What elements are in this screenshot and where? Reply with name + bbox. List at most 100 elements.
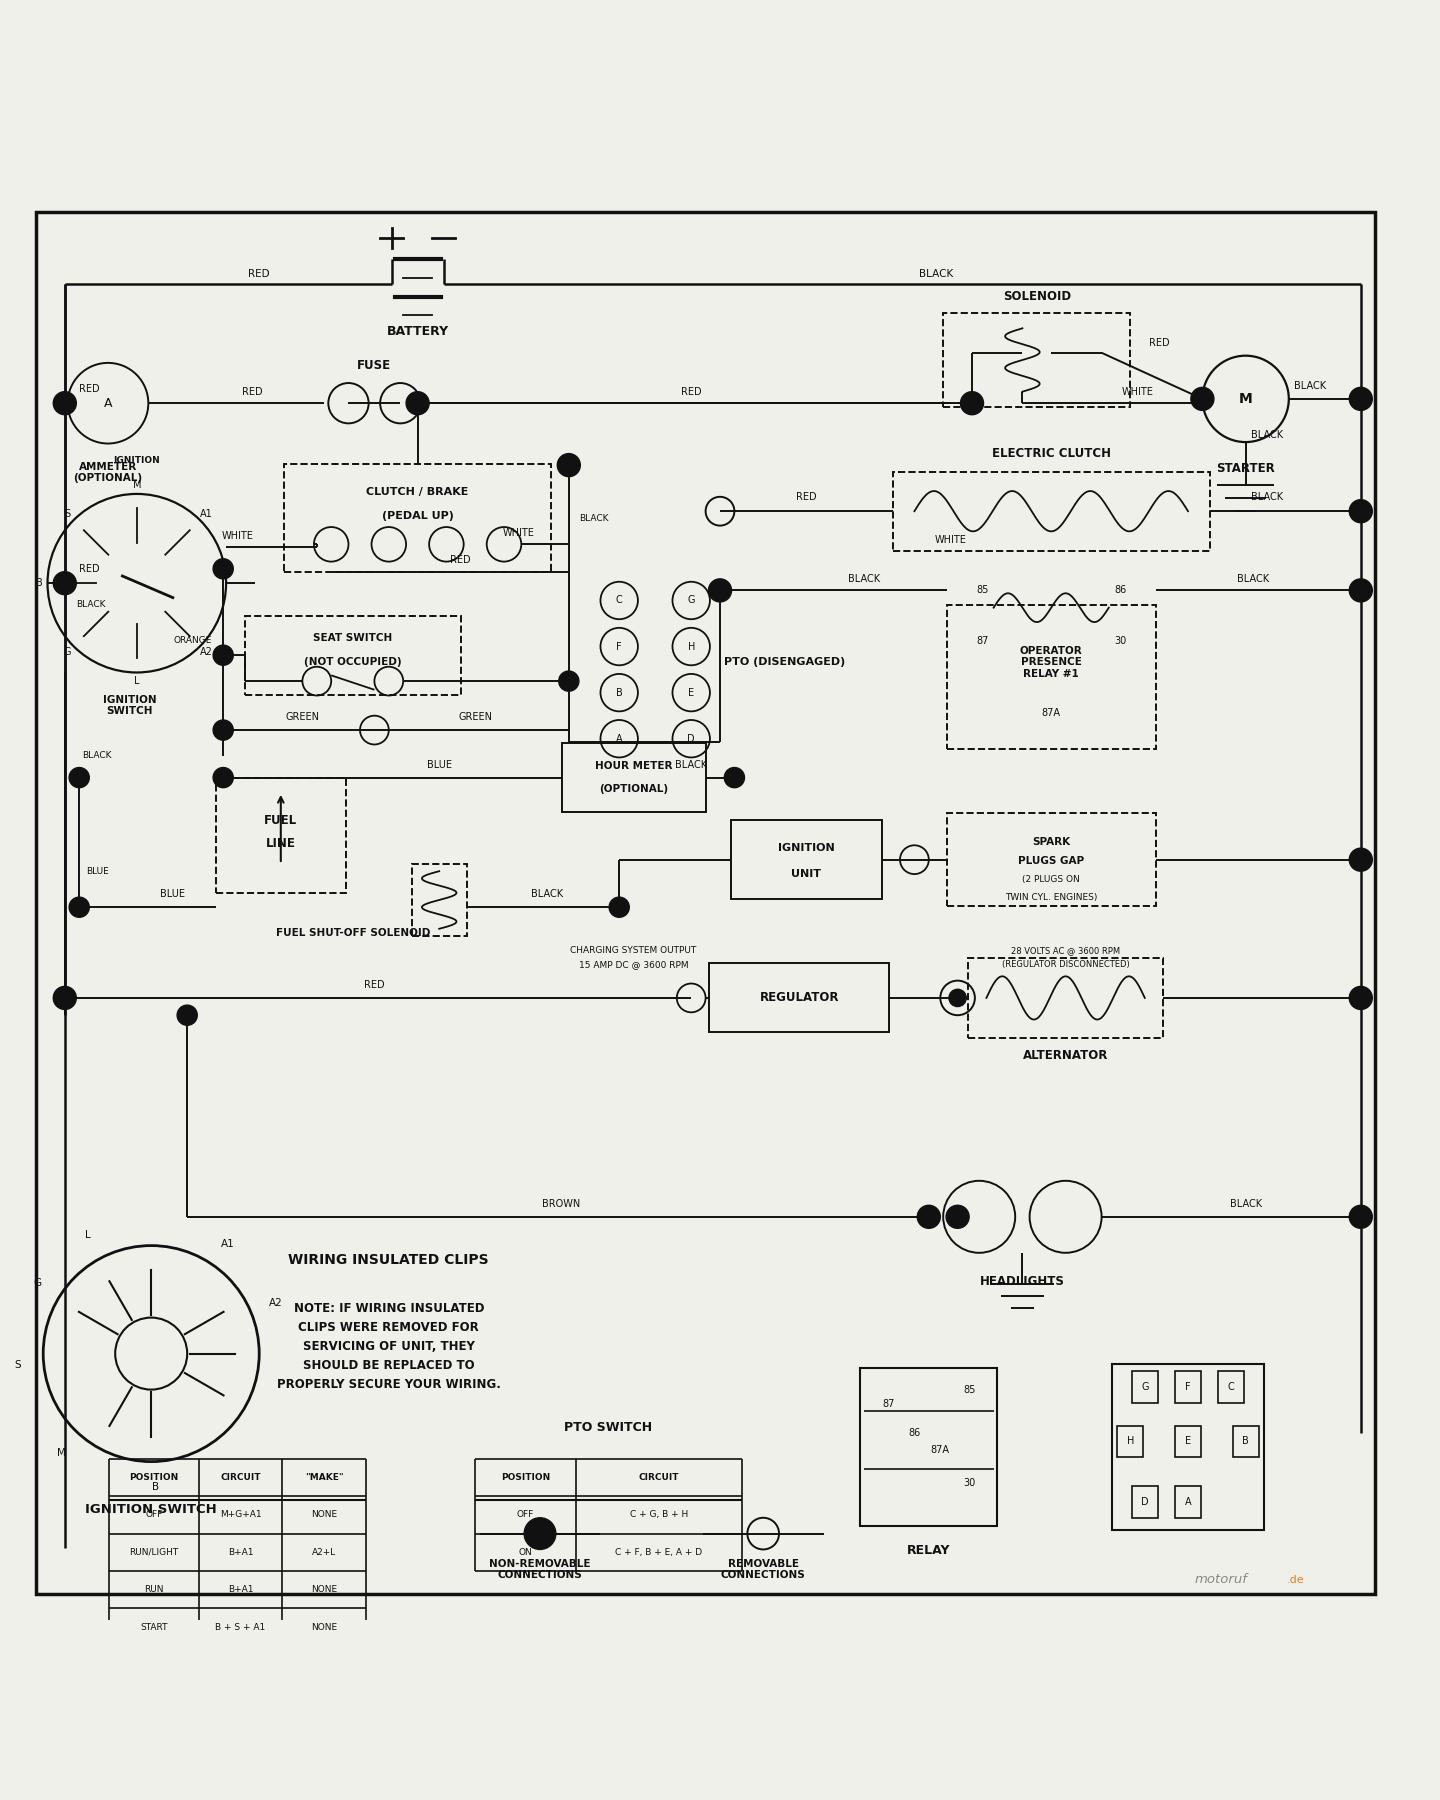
Text: NONE: NONE (311, 1586, 337, 1595)
Text: S: S (14, 1361, 22, 1370)
Bar (412, 864, 467, 936)
Bar (893, 472, 1210, 551)
Circle shape (213, 720, 233, 740)
Text: START: START (140, 1624, 168, 1631)
Circle shape (53, 572, 76, 594)
Text: 87A: 87A (930, 1445, 950, 1454)
Circle shape (213, 558, 233, 580)
Text: 28 VOLTS AC @ 3600 RPM: 28 VOLTS AC @ 3600 RPM (1011, 947, 1120, 954)
Text: PTO (DISENGAGED): PTO (DISENGAGED) (724, 657, 845, 668)
Circle shape (406, 392, 429, 414)
Text: CIRCUIT: CIRCUIT (638, 1472, 680, 1481)
Bar (1218, 1372, 1244, 1402)
Text: ON: ON (518, 1548, 533, 1557)
Text: GREEN: GREEN (458, 713, 492, 722)
Text: A2+L: A2+L (312, 1548, 336, 1557)
Text: BLACK: BLACK (1251, 430, 1283, 439)
Text: NONE: NONE (311, 1624, 337, 1631)
Text: "MAKE": "MAKE" (305, 1472, 343, 1481)
Text: IGNITION
SWITCH: IGNITION SWITCH (102, 695, 157, 716)
Text: (PEDAL UP): (PEDAL UP) (382, 511, 454, 520)
Text: FUEL SHUT-OFF SOLENOID: FUEL SHUT-OFF SOLENOID (275, 929, 431, 938)
Bar (943, 313, 1130, 407)
Text: B: B (1243, 1436, 1248, 1447)
Text: REMOVABLE
CONNECTIONS: REMOVABLE CONNECTIONS (721, 1559, 805, 1580)
Text: PLUGS GAP: PLUGS GAP (1018, 857, 1084, 866)
Text: RED: RED (242, 387, 262, 396)
Text: WHITE: WHITE (935, 535, 966, 545)
Text: C + G, B + H: C + G, B + H (629, 1510, 688, 1519)
Text: 85: 85 (963, 1384, 975, 1395)
Text: M+G+A1: M+G+A1 (220, 1510, 261, 1519)
Text: M: M (132, 481, 141, 490)
Text: GREEN: GREEN (285, 713, 320, 722)
Text: S: S (65, 509, 71, 518)
Text: AMMETER
(OPTIONAL): AMMETER (OPTIONAL) (73, 461, 143, 482)
Text: BLACK: BLACK (1230, 1199, 1261, 1210)
Text: G: G (63, 648, 72, 657)
Circle shape (177, 1004, 197, 1026)
Text: BLUE: BLUE (86, 866, 109, 875)
Bar (968, 958, 1164, 1037)
Text: 86: 86 (1115, 585, 1126, 596)
Bar (245, 616, 461, 695)
Text: A1: A1 (222, 1238, 235, 1249)
Text: BLACK: BLACK (848, 574, 880, 583)
Circle shape (609, 896, 629, 918)
Text: BROWN: BROWN (543, 1199, 580, 1210)
Text: 87: 87 (883, 1399, 894, 1409)
Text: (2 PLUGS ON: (2 PLUGS ON (1022, 875, 1080, 884)
Circle shape (557, 454, 580, 477)
Bar (216, 778, 346, 893)
Text: WHITE: WHITE (222, 531, 253, 540)
Bar (861, 1368, 996, 1526)
Circle shape (524, 1517, 556, 1550)
Text: BLACK: BLACK (76, 601, 105, 610)
Bar (562, 743, 706, 812)
Text: WHITE: WHITE (1122, 387, 1153, 396)
Text: RED: RED (79, 383, 99, 394)
Bar (1175, 1372, 1201, 1402)
Text: RED: RED (681, 387, 701, 396)
Text: POSITION: POSITION (501, 1472, 550, 1481)
Text: IGNITION: IGNITION (778, 842, 835, 853)
Text: PTO SWITCH: PTO SWITCH (564, 1420, 652, 1433)
Text: M: M (58, 1449, 66, 1458)
Circle shape (949, 990, 966, 1006)
Bar (948, 814, 1155, 907)
Text: D: D (1140, 1498, 1149, 1507)
Text: OFF: OFF (517, 1510, 534, 1519)
Bar (1233, 1426, 1259, 1458)
Text: L: L (134, 677, 140, 686)
Circle shape (1349, 580, 1372, 601)
Text: motoruf: motoruf (1195, 1573, 1247, 1586)
Text: .de: .de (1287, 1575, 1305, 1584)
Text: F: F (1185, 1382, 1191, 1391)
Text: NON-REMOVABLE
CONNECTIONS: NON-REMOVABLE CONNECTIONS (490, 1559, 590, 1580)
Text: UNIT: UNIT (792, 869, 821, 878)
Text: B: B (36, 578, 42, 589)
Bar (1132, 1487, 1158, 1517)
Text: NONE: NONE (311, 1510, 337, 1519)
Text: WIRING INSULATED CLIPS: WIRING INSULATED CLIPS (288, 1253, 490, 1267)
Text: (NOT OCCUPIED): (NOT OCCUPIED) (304, 657, 402, 668)
Text: RELAY: RELAY (907, 1544, 950, 1557)
Text: TWIN CYL. ENGINES): TWIN CYL. ENGINES) (1005, 893, 1097, 902)
Circle shape (1349, 986, 1372, 1010)
Text: BLACK: BLACK (675, 760, 707, 770)
Circle shape (960, 392, 984, 414)
Circle shape (559, 671, 579, 691)
Text: CIRCUIT: CIRCUIT (220, 1472, 261, 1481)
Circle shape (213, 767, 233, 788)
Text: LINE: LINE (266, 837, 295, 850)
Text: BLUE: BLUE (160, 889, 186, 900)
Text: G: G (1140, 1382, 1149, 1391)
Text: (REGULATOR DISCONNECTED): (REGULATOR DISCONNECTED) (1002, 961, 1129, 968)
Bar (710, 963, 890, 1033)
Text: G: G (33, 1278, 42, 1287)
Text: B + S + A1: B + S + A1 (216, 1624, 265, 1631)
Text: A2: A2 (268, 1298, 282, 1309)
Circle shape (1191, 387, 1214, 410)
Bar (732, 821, 881, 900)
Text: OFF: OFF (145, 1510, 163, 1519)
